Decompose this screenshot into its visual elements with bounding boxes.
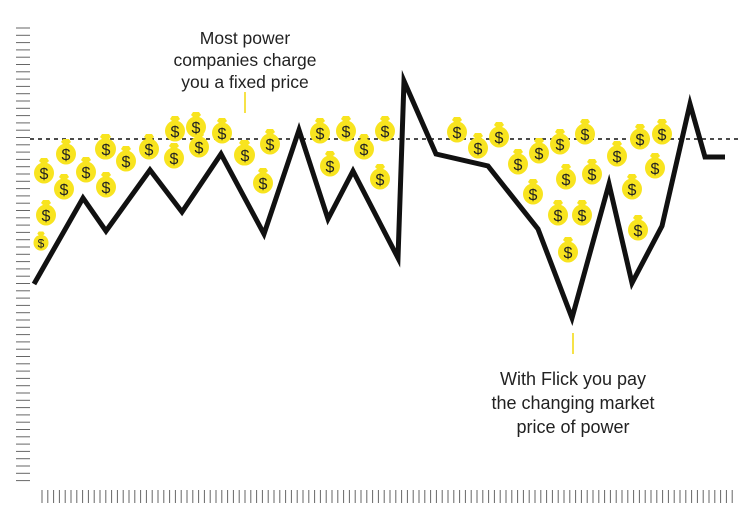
- dollar-sign: $: [122, 154, 131, 171]
- fixed-price-annotation-line-1: Most power: [199, 28, 291, 48]
- dollar-sign: $: [218, 126, 227, 143]
- dollar-sign: $: [529, 187, 538, 204]
- money-bag-icon: $: [56, 139, 76, 165]
- dollar-sign: $: [495, 130, 504, 147]
- dollar-sign: $: [613, 149, 622, 166]
- dollar-sign: $: [381, 124, 390, 141]
- money-bag-icon: $: [212, 118, 232, 144]
- money-bag-icon: $: [628, 215, 648, 241]
- money-bag-icon: $: [622, 174, 642, 200]
- dollar-sign: $: [40, 166, 49, 183]
- dollar-sign: $: [316, 126, 325, 143]
- dollar-sign: $: [62, 147, 71, 164]
- money-bag-icon: $: [550, 129, 570, 155]
- dollar-sign: $: [588, 167, 597, 184]
- money-bag-icon: $: [529, 138, 549, 164]
- money-bag-icon: $: [139, 134, 159, 160]
- dollar-sign: $: [102, 180, 111, 197]
- dollar-sign: $: [514, 157, 523, 174]
- dollar-sign: $: [535, 146, 544, 163]
- market-price-annotation-line-1: With Flick you pay: [499, 369, 647, 389]
- dollar-sign: $: [266, 137, 275, 154]
- dollar-sign: $: [170, 151, 179, 168]
- x-axis-ticks: [41, 490, 733, 503]
- dollar-sign: $: [42, 208, 51, 225]
- dollar-sign: $: [195, 140, 204, 157]
- dollar-sign: $: [82, 165, 91, 182]
- dollar-sign: $: [562, 172, 571, 189]
- dollar-sign: $: [634, 223, 643, 240]
- dollar-sign: $: [636, 132, 645, 149]
- money-bag-icon: $: [165, 116, 185, 142]
- money-bag-icon: $: [508, 149, 528, 175]
- money-bag-icon: $: [320, 151, 340, 177]
- money-bag-icon: $: [260, 129, 280, 155]
- money-bag-icon: $: [235, 140, 255, 166]
- money-bag-icon: $: [36, 200, 56, 226]
- money-bag-icon: $: [558, 237, 578, 263]
- dollar-sign: $: [259, 176, 268, 193]
- money-bag-icon: $: [575, 119, 595, 145]
- dollar-sign: $: [192, 120, 201, 137]
- dollar-sign: $: [564, 245, 573, 262]
- money-bag-icon: $: [652, 119, 672, 145]
- dollar-sign: $: [241, 148, 250, 165]
- money-bag-icon: $: [548, 200, 568, 226]
- money-bag-icon: $: [370, 164, 390, 190]
- money-bag-icon: $: [556, 164, 576, 190]
- y-axis-ticks: [16, 27, 30, 482]
- money-bag-icon: $: [630, 124, 650, 150]
- dollar-sign: $: [474, 141, 483, 158]
- dollar-sign: $: [60, 182, 69, 199]
- money-bag-icon: $: [523, 179, 543, 205]
- dollar-sign: $: [628, 182, 637, 199]
- money-bag-icon: $: [354, 134, 374, 160]
- dollar-sign: $: [651, 161, 660, 178]
- money-bag-icon: $: [76, 157, 96, 183]
- dollar-sign: $: [326, 159, 335, 176]
- money-bag-icon: $: [96, 134, 116, 160]
- dollar-sign: $: [578, 208, 587, 225]
- dollar-sign: $: [102, 142, 111, 159]
- dollar-sign: $: [376, 172, 385, 189]
- fixed-price-annotation: Most power companies charge you a fixed …: [150, 27, 340, 93]
- dollar-sign: $: [342, 124, 351, 141]
- money-bags: $ $ $ $ $ $ $ $ $ $ $ $ $ $ $ $ $ $ $ $ $ $ $ $ $ $ $ $ $ $ $ $ $ $ $ $ $ $ $ $…: [33, 112, 672, 263]
- money-bag-icon: $: [186, 112, 206, 138]
- dollar-sign: $: [38, 236, 45, 250]
- money-bag-icon: $: [253, 168, 273, 194]
- money-bag-icon: $: [645, 153, 665, 179]
- dollar-sign: $: [658, 127, 667, 144]
- money-bag-icon: $: [375, 116, 395, 142]
- money-bag-icon: $: [607, 141, 627, 167]
- money-bag-icon: $: [96, 172, 116, 198]
- money-bag-icon: $: [447, 117, 467, 143]
- market-price-annotation-line-2: the changing market: [491, 393, 655, 413]
- dollar-sign: $: [581, 127, 590, 144]
- market-price-annotation: With Flick you pay the changing market p…: [462, 367, 684, 439]
- dollar-sign: $: [360, 142, 369, 159]
- dollar-sign: $: [554, 208, 563, 225]
- money-bag-icon: $: [336, 116, 356, 142]
- fixed-price-annotation-line-3: you a fixed price: [181, 72, 309, 92]
- money-bag-icon: $: [54, 174, 74, 200]
- money-bag-icon: $: [164, 143, 184, 169]
- money-bag-icon: $: [310, 118, 330, 144]
- money-bag-icon: $: [489, 122, 509, 148]
- money-bag-icon: $: [116, 146, 136, 172]
- money-bag-icon: $: [33, 231, 49, 251]
- fixed-price-annotation-line-2: companies charge: [173, 50, 317, 70]
- money-bag-icon: $: [582, 159, 602, 185]
- dollar-sign: $: [453, 125, 462, 142]
- market-price-annotation-line-3: price of power: [516, 417, 630, 437]
- money-bag-icon: $: [572, 200, 592, 226]
- market-price-line: [31, 69, 725, 327]
- money-bag-icon: $: [34, 158, 54, 184]
- dollar-sign: $: [171, 124, 180, 141]
- money-bag-icon: $: [468, 133, 488, 159]
- dollar-sign: $: [556, 137, 565, 154]
- dollar-sign: $: [145, 142, 154, 159]
